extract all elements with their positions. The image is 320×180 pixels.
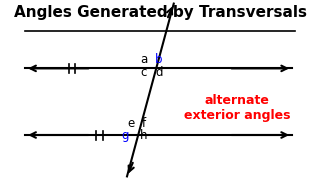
Text: d: d: [155, 66, 162, 78]
Text: e: e: [127, 117, 135, 130]
Text: Angles Generated by Transversals: Angles Generated by Transversals: [13, 5, 307, 20]
Text: a: a: [140, 53, 147, 66]
Text: g: g: [122, 129, 129, 142]
Text: f: f: [141, 117, 146, 130]
Text: h: h: [140, 129, 147, 142]
Text: c: c: [140, 66, 147, 78]
Text: alternate
exterior angles: alternate exterior angles: [184, 94, 290, 122]
Text: b: b: [155, 53, 162, 66]
